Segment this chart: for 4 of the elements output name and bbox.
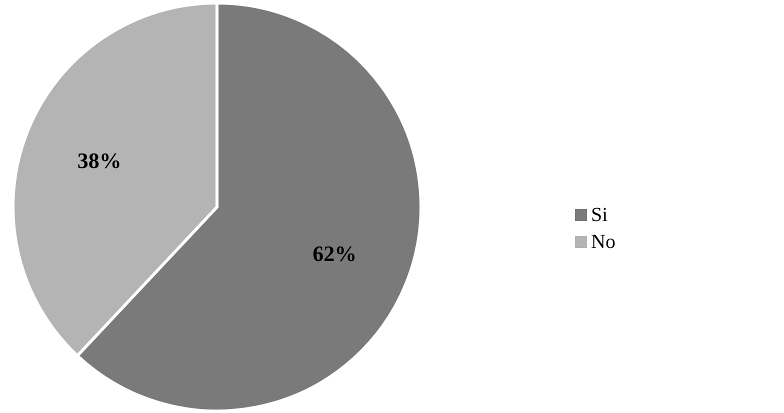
legend-label: No bbox=[591, 231, 616, 253]
legend-label: Si bbox=[591, 204, 608, 226]
data-label: 62% bbox=[312, 241, 357, 266]
data-label: 38% bbox=[77, 148, 122, 173]
